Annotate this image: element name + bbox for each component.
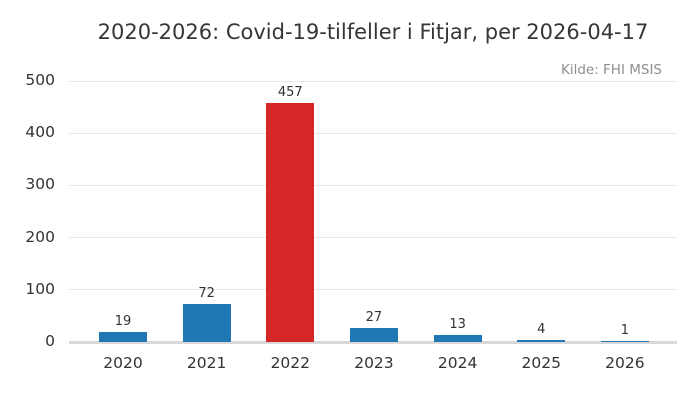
x-tick-label-2025: 2025: [521, 354, 561, 372]
bar-value-label-2020: 19: [114, 314, 132, 330]
bar-value-label-2021: 72: [198, 286, 215, 302]
y-tick-label-200: 200: [25, 227, 55, 246]
bar-value-label-2024: 13: [449, 317, 466, 333]
bar-2020: [99, 332, 147, 342]
x-tick-label-2023: 2023: [354, 354, 394, 372]
bar-value-label-2026: 1: [620, 323, 630, 339]
x-tick-label-2021: 2021: [186, 354, 227, 372]
gridline-100: [69, 289, 677, 291]
x-tick-label-2024: 2024: [437, 354, 478, 372]
bar-2022: [266, 103, 315, 342]
chart-title: 2020-2026: Covid-19-tilfeller i Fitjar, …: [97, 20, 649, 44]
bar-2024: [433, 335, 482, 342]
bar-value-label-2023: 27: [365, 309, 383, 325]
bar-2026: [600, 341, 649, 342]
chart-source-note: Kilde: FHI MSIS: [560, 62, 662, 78]
y-tick-label-300: 300: [25, 175, 55, 194]
y-tick-label-100: 100: [25, 279, 55, 298]
x-tick-label-2020: 2020: [103, 354, 143, 372]
plot-area: 0 100 200 300 400 500 19 2020 72 2021 457 2022 27 202…: [25, 71, 677, 372]
gridline-300: [69, 184, 677, 186]
gridline-400: [69, 132, 677, 134]
gridline-500: [69, 80, 677, 82]
y-tick-label-500: 500: [25, 71, 55, 89]
gridline-200: [69, 237, 677, 239]
y-tick-label-0: 0: [45, 332, 55, 350]
x-tick-label-2022: 2022: [270, 354, 311, 372]
x-tick-label-2026: 2026: [605, 354, 645, 372]
bar-value-label-2025: 4: [537, 321, 546, 337]
y-tick-label-400: 400: [25, 123, 55, 142]
bar-2021: [182, 304, 231, 342]
bar-2025: [517, 339, 566, 342]
bar-value-label-2022: 457: [277, 85, 303, 101]
axis-baseline: [69, 341, 677, 344]
bar-2023: [349, 327, 398, 342]
